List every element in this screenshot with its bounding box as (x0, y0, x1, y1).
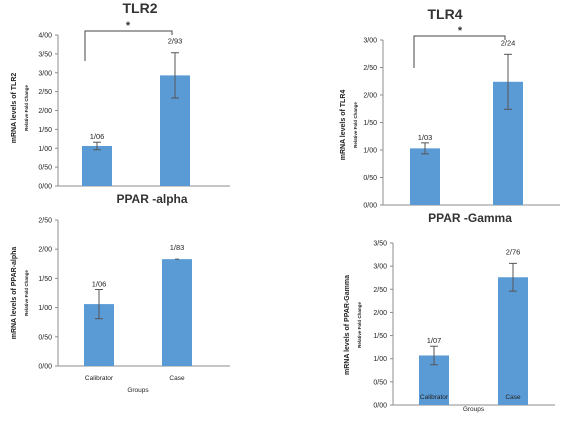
chart-title: PPAR -alpha (116, 192, 187, 206)
y-tick-label: 4/00 (38, 33, 52, 40)
bar (498, 277, 528, 405)
y-tick-label: 1/00 (373, 356, 387, 363)
y-tick-label: 0/00 (363, 203, 377, 210)
y-tick-label: 2/50 (363, 65, 377, 72)
x-axis-label: Groups (463, 406, 485, 413)
data-label: 1/03 (418, 133, 433, 142)
y-tick-label: 2/50 (38, 218, 52, 225)
chart-title: TLR4 (428, 6, 463, 22)
significance-marker: * (126, 20, 131, 32)
data-label: 1/06 (90, 132, 105, 141)
x-tick-label: Case (169, 375, 185, 382)
y-axis-sublabel: Relative Fold Change (357, 302, 362, 348)
y-tick-label: 0/00 (38, 364, 52, 371)
significance-bracket (413, 35, 506, 68)
y-tick-label: 0/00 (373, 403, 387, 410)
bar (82, 145, 112, 186)
x-tick-label: Case (505, 394, 521, 401)
y-tick-label: 2/00 (363, 93, 377, 100)
chart-panel-1: TLR2 mRNA levels of TLR2 Relative Fold Cha… (11, 0, 230, 191)
y-tick-label: 2/50 (38, 89, 52, 96)
chart-panel-2: TLR4 mRNA levels of TLR4 Relative Fold Cha… (340, 6, 560, 210)
y-axis-label: mRNA levels of PPAR-alpha (11, 247, 18, 340)
data-label: 2/76 (506, 247, 521, 256)
y-tick-label: 1/50 (363, 120, 377, 127)
y-axis-label: mRNA levels of PPAR-Gamma (344, 275, 351, 375)
bar (162, 259, 192, 366)
x-tick-label: Calibrator (420, 394, 449, 401)
data-label: 2/24 (501, 38, 516, 47)
chart-title: TLR2 (123, 0, 158, 16)
y-tick-label: 0/50 (363, 175, 377, 182)
bar (410, 148, 440, 205)
y-tick-label: 1/00 (363, 148, 377, 155)
significance-marker: * (458, 25, 463, 37)
significance-bracket (84, 30, 173, 61)
data-label: 1/83 (170, 243, 185, 252)
y-tick-label: 0/50 (373, 379, 387, 386)
y-axis-label: mRNA levels of TLR2 (11, 73, 18, 144)
data-label: 1/07 (427, 336, 442, 345)
chart-panel-4: PPAR -Gamma mRNA levels of PPAR-Gamma Rela… (344, 211, 555, 413)
y-tick-label: 1/00 (38, 305, 52, 312)
y-axis-label: mRNA levels of TLR4 (340, 90, 347, 161)
chart-panel-3: PPAR -alpha mRNA levels of PPAR-alpha Rela… (11, 192, 230, 394)
data-label: 2/93 (168, 37, 183, 46)
y-tick-label: 2/00 (38, 247, 52, 254)
y-axis-sublabel: Relative Fold Change (24, 270, 29, 316)
y-axis-sublabel: Relative Fold Change (353, 102, 358, 148)
chart-title: PPAR -Gamma (428, 211, 512, 225)
y-tick-label: 2/00 (38, 108, 52, 115)
y-tick-label: 1/00 (38, 146, 52, 153)
y-tick-label: 1/50 (373, 333, 387, 340)
y-tick-label: 1/50 (38, 127, 52, 134)
x-axis-label: Groups (127, 387, 149, 394)
y-tick-label: 0/00 (38, 184, 52, 191)
y-tick-label: 0/50 (38, 165, 52, 172)
y-axis-sublabel: Relative Fold Change (24, 85, 29, 131)
x-tick-label: Calibrator (85, 375, 114, 382)
y-tick-label: 2/50 (373, 287, 387, 294)
y-tick-label: 3/50 (38, 51, 52, 58)
y-tick-label: 1/50 (38, 276, 52, 283)
y-tick-label: 3/00 (363, 38, 377, 45)
y-tick-label: 3/00 (373, 264, 387, 271)
data-label: 1/06 (92, 279, 107, 288)
y-tick-label: 0/50 (38, 334, 52, 341)
y-tick-label: 3/50 (373, 241, 387, 248)
y-tick-label: 3/00 (38, 70, 52, 77)
y-tick-label: 2/00 (373, 310, 387, 317)
